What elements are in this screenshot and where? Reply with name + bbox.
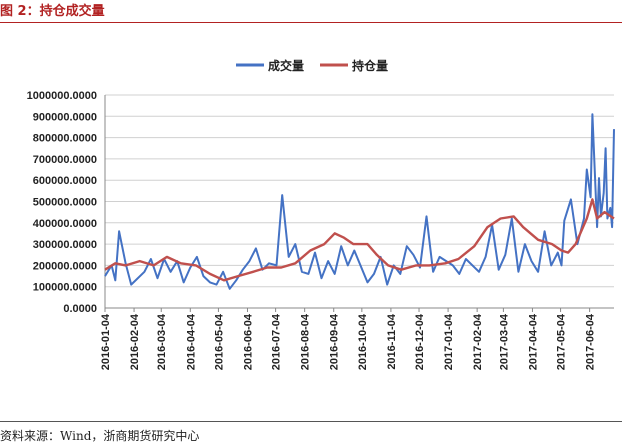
x-tick-label: 2016-10-04 [357, 313, 369, 370]
x-tick-label: 2016-11-04 [386, 313, 398, 370]
x-tick-label: 2017-06-04 [585, 313, 597, 370]
x-tick-label: 2016-06-04 [242, 313, 254, 370]
y-tick-label: 0.0000 [63, 303, 97, 315]
y-tick-label: 100000.0000 [33, 282, 97, 294]
x-tick-label: 2017-02-04 [472, 313, 484, 370]
x-tick-label: 2016-09-04 [329, 313, 341, 370]
x-tick-label: 2016-08-04 [300, 313, 312, 370]
x-tick-label: 2017-03-04 [498, 313, 510, 370]
figure-title: 图 2：持仓成交量 [0, 4, 105, 19]
x-axis: 2016-01-04 2016-02-04 2016-03-04 2016-04-04… [100, 307, 614, 370]
y-tick-label: 1000000.0000 [27, 90, 97, 102]
legend: 成交量 持仓量 [236, 58, 388, 73]
x-tick-label: 2017-05-04 [556, 313, 568, 370]
x-tick-label: 2016-04-04 [185, 313, 197, 370]
y-tick-label: 800000.0000 [33, 133, 97, 145]
y-tick-label: 400000.0000 [33, 218, 97, 230]
source-rule [0, 421, 622, 422]
y-tick-label: 700000.0000 [33, 154, 97, 166]
x-tick-label: 2016-12-04 [414, 313, 426, 370]
x-tick-label: 2016-01-04 [100, 313, 112, 370]
open-interest-series-line [104, 198, 615, 282]
x-tick-label: 2017-04-04 [527, 313, 539, 370]
y-tick-label: 500000.0000 [33, 197, 97, 209]
x-tick-label: 2016-03-04 [156, 313, 168, 370]
volume-series-line [104, 113, 615, 290]
x-tick-label: 2016-07-04 [271, 313, 283, 370]
y-tick-label: 300000.0000 [33, 239, 97, 251]
volume-open-interest-chart: 0.0000 100000.0000 200000.0000 300000.0000 4… [27, 58, 615, 370]
source-note: 资料来源：Wind，浙商期货研究中心 [0, 429, 200, 443]
legend-label: 持仓量 [352, 58, 388, 73]
title-rule [0, 22, 622, 23]
x-tick-label: 2016-02-04 [129, 313, 141, 370]
legend-label: 成交量 [268, 58, 304, 73]
x-tick-label: 2016-05-04 [213, 313, 225, 370]
y-tick-label: 600000.0000 [33, 175, 97, 187]
x-tick-label: 2017-01-04 [443, 313, 455, 370]
series-layer [104, 113, 615, 290]
y-tick-label: 200000.0000 [33, 260, 97, 272]
y-axis: 0.0000 100000.0000 200000.0000 300000.0000 4… [27, 90, 106, 315]
y-tick-label: 900000.0000 [33, 111, 97, 123]
